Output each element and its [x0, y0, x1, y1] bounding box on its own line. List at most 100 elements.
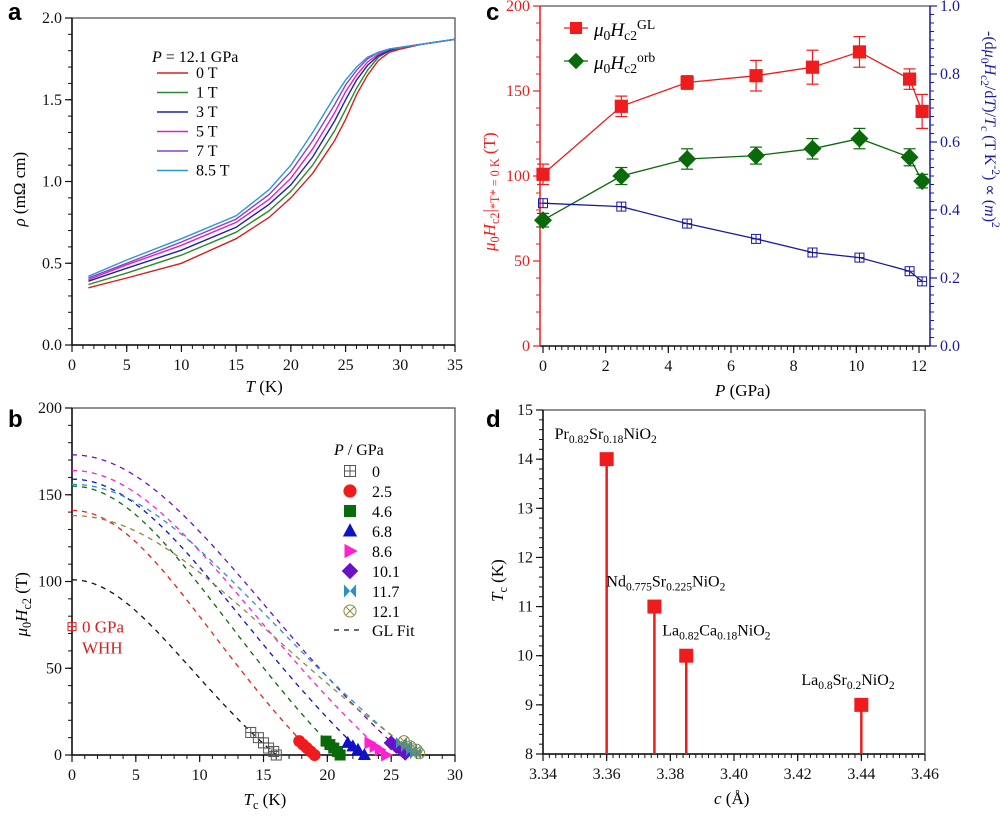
point-label: Nd0.775Sr0.225NiO2	[606, 574, 725, 594]
plot-frame	[71, 407, 456, 756]
square-marker	[915, 104, 929, 118]
series-line-7T	[88, 38, 456, 279]
diamond-marker	[612, 167, 631, 185]
data-point	[538, 198, 548, 209]
x-tick-label: 5	[132, 767, 140, 784]
data-point	[747, 146, 766, 165]
y-tick-label: 0.0	[42, 337, 62, 354]
data-point	[917, 276, 928, 287]
gl-fit-curve	[71, 514, 420, 756]
panel-b: b 0 5 10 15 20 25 30 0 50 100 150 200 Tc (K) μ0Hc2 (T)…	[8, 400, 463, 812]
plot-frame	[71, 17, 456, 346]
data-point	[913, 172, 932, 191]
diamond-marker	[850, 129, 869, 148]
gl-fit-curve	[71, 509, 316, 756]
y-tick-label: 50	[46, 660, 62, 677]
series-line	[542, 51, 923, 175]
annotation-line1: 0 GPa	[82, 618, 124, 637]
circle-x-marker	[413, 747, 426, 760]
panel-label-b: b	[8, 406, 23, 433]
y-tick-label: 150	[38, 487, 62, 504]
x-tick-label: 3.46	[911, 766, 939, 783]
y-tick-label: 0.8	[940, 66, 960, 83]
data-point	[612, 167, 631, 185]
x-tick-label: 25	[383, 767, 399, 784]
series-line-85T	[88, 38, 456, 277]
y-tick-label: 9	[525, 697, 533, 714]
y-tick-label: 0.6	[940, 134, 960, 151]
y-tick-label: 13	[517, 500, 533, 517]
data-point	[679, 648, 694, 663]
annotation-line2: WHH	[82, 639, 123, 658]
panel-label-c: c	[486, 0, 499, 26]
data-point	[616, 201, 627, 212]
data-point	[903, 72, 917, 86]
y-tick-label: 1.0	[42, 174, 62, 191]
data-point	[807, 247, 818, 258]
legend-label: 11.7	[372, 584, 399, 601]
data-point	[678, 150, 697, 168]
y-tick-label: 50	[514, 253, 530, 270]
y-tick-label: 14	[517, 451, 533, 468]
data-point	[751, 233, 762, 244]
legend-label: 8.6	[372, 544, 392, 561]
diamond-marker	[900, 148, 919, 167]
legend-marker	[343, 584, 357, 598]
bowtie-marker	[350, 584, 357, 598]
x-tick-label: 35	[447, 357, 463, 374]
y-tick-label: 100	[506, 168, 530, 185]
circle-x-marker	[404, 740, 417, 753]
square-marker	[343, 504, 357, 518]
data-point	[534, 211, 552, 230]
legend-marker	[569, 21, 583, 35]
x-tick-label: 15	[228, 357, 244, 374]
y-tick-label: 10	[517, 648, 533, 665]
y-tick-label: 0.0	[940, 338, 960, 355]
data-point	[852, 45, 867, 59]
diamond-marker	[803, 139, 822, 158]
square-marker	[536, 167, 550, 181]
circle-x-marker	[415, 749, 424, 758]
point-label: La0.82Ca0.18NiO2	[662, 623, 771, 643]
y-tick-label: 2.0	[42, 10, 62, 27]
circle-marker	[343, 484, 357, 498]
x-tick-label: 3.44	[847, 766, 875, 783]
data-point	[374, 743, 387, 757]
triangle-marker	[381, 748, 394, 762]
data-point	[381, 748, 394, 762]
bowtie-marker	[415, 747, 421, 760]
bowtie-marker	[406, 743, 412, 756]
y-axis-label-left: μ0Hc2|*T* = 0 K (T)	[480, 132, 502, 252]
square-marker	[569, 21, 583, 35]
x-tick-label: 3.38	[656, 766, 684, 783]
legend-label: μ0Hc2GL	[593, 17, 655, 43]
data-point	[850, 129, 869, 148]
legend-label: 2.5	[372, 484, 392, 501]
legend-label: 12.1	[372, 604, 400, 621]
y-tick-label: 0.4	[940, 202, 960, 219]
x-axis-label: Tc (K)	[244, 790, 287, 812]
gl-fit-curve	[71, 478, 365, 756]
x-tick-label: 6	[727, 358, 735, 375]
diamond-marker	[747, 146, 766, 165]
square-marker	[749, 69, 763, 83]
legend-label: 10.1	[372, 564, 400, 581]
legend-label: 7 T	[196, 143, 218, 160]
legend-marker	[344, 465, 356, 477]
triangle-marker	[357, 748, 371, 760]
y-axis-label: μ0Hc2 (T)	[12, 572, 34, 637]
legend-label: 5 T	[196, 124, 218, 141]
x-axis-label: P (GPa)	[714, 381, 770, 400]
whh-marker	[67, 622, 77, 632]
legend-label: 6.8	[372, 524, 392, 541]
square-marker	[903, 72, 917, 86]
circle-x-marker	[400, 737, 408, 745]
legend-marker	[341, 562, 359, 580]
x-tick-label: 3.42	[784, 766, 812, 783]
square-marker	[680, 75, 694, 90]
series-line-5T	[88, 38, 456, 281]
triangle-marker	[344, 543, 358, 559]
x-tick-label: 10	[173, 357, 189, 374]
legend-label: 1 T	[196, 85, 218, 102]
